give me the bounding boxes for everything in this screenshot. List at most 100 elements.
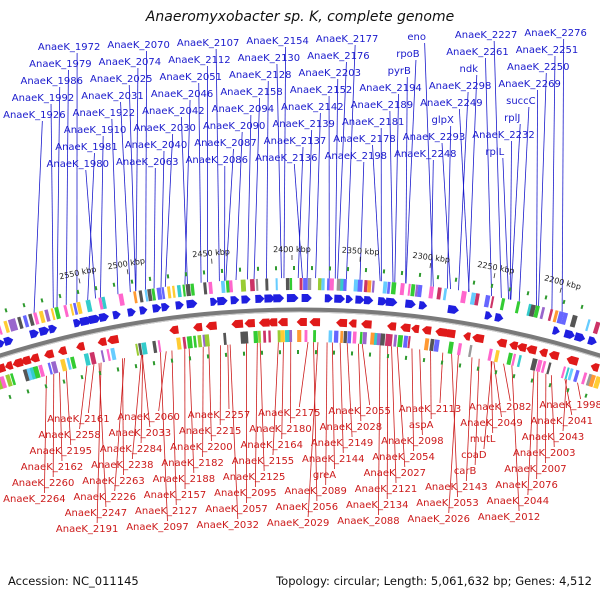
reverse-cds-block [456,342,463,356]
forward-gene-arrow [334,294,345,303]
label-leader [468,74,478,292]
gene-label: AnaeK_2125 [223,472,285,483]
forward-gene-arrow [72,318,82,328]
label-leader [254,342,258,488]
outer-tick-mark [580,304,584,310]
gene-label: AnaeK_2113 [399,404,461,415]
label-leader [85,169,96,299]
reverse-cds-block [70,356,77,370]
inner-tick-mark [80,374,84,380]
forward-cds-block [161,287,166,300]
gene-label: rplL [485,147,504,158]
label-leader [502,157,510,300]
gene-label: carB [454,466,477,477]
gene-label: AnaeK_2076 [495,480,557,491]
reverse-cds-block [197,335,203,348]
reverse-cds-block [66,357,72,370]
label-leader [100,135,104,298]
scale-mark: 2450 kbp [192,247,230,264]
label-leader [339,342,344,454]
gene-label: AnaeK_2040 [125,140,187,151]
outer-tick-mark [544,295,548,300]
label-leader [325,342,328,486]
reverse-gene-arrow [548,351,560,361]
forward-cds-block [228,280,234,293]
outer-tick-mark [112,282,116,287]
reverse-cds-block [47,362,53,375]
gene-label: AnaeK_2258 [38,430,100,441]
label-leader [153,167,156,289]
label-leader [266,80,269,279]
label-leader [59,372,63,462]
gene-label: AnaeK_2136 [255,153,317,164]
outer-tick-mark [508,287,512,292]
gene-label: aspA [409,420,434,431]
gene-label: AnaeK_2264 [3,494,65,505]
inner-tick-mark [242,351,246,356]
reverse-gene-arrow [463,332,471,341]
reverse-cds-block [546,362,552,375]
forward-cds-block [249,279,255,292]
forward-cds-block [98,297,104,310]
reverse-cds-block [22,368,31,382]
gene-label: AnaeK_2112 [168,55,230,66]
label-leader [446,125,452,289]
gene-label: AnaeK_1998 [539,400,600,411]
genome-backbone [0,307,600,359]
reverse-gene-arrow [277,318,288,327]
gene-label: AnaeK_2026 [408,514,470,525]
gene-label: glpX [432,115,454,126]
reverse-gene-arrow [517,343,528,353]
outer-tick-mark [328,266,332,271]
reverse-cds-block [564,367,570,380]
label-leader [56,86,61,308]
outer-tick-mark [202,270,206,275]
reverse-cds-block [402,335,409,348]
reverse-cds-block [304,330,308,343]
forward-cds-block [289,278,293,291]
inner-tick-mark [422,357,426,363]
reverse-cds-block [289,330,293,343]
gene-label: AnaeK_2082 [469,402,531,413]
scale-mark-label: 2250 kbp [477,260,516,276]
reverse-gene-arrow [472,333,485,344]
label-leader [378,345,381,516]
reverse-gene-arrow [421,326,432,335]
forward-gene-arrow [152,304,162,313]
label-leader [276,63,282,279]
forward-cds-block [329,278,335,291]
gene-label: rplJ [504,113,520,124]
label-leader [430,159,434,287]
reverse-cds-block [193,335,197,348]
label-leader [215,48,220,282]
label-leader [451,353,458,498]
label-leader [164,133,174,287]
forward-gene-arrow [216,296,228,306]
label-leader [509,140,512,300]
reverse-cds-block [588,374,596,388]
label-leader [536,89,538,306]
forward-cds-block [176,284,182,298]
forward-gene-arrow [363,296,374,305]
label-leader [485,57,492,296]
label-leader [202,346,204,458]
gene-label: AnaeK_2054 [372,452,434,463]
reverse-cds-block [223,332,227,345]
gene-label: AnaeK_2260 [12,478,74,489]
scale-mark-label: 2350 kbp [342,246,380,257]
label-leader [96,362,102,524]
forward-cds-block [182,284,186,297]
gene-label: AnaeK_2155 [232,456,294,467]
label-leader [160,352,168,522]
forward-gene-arrow [160,302,170,312]
forward-cds-block [340,278,344,291]
forward-gene-arrow [484,311,493,320]
reverse-gene-arrow [336,318,348,328]
gene-label: AnaeK_2158 [220,87,282,98]
forward-cds-block [416,284,423,298]
reverse-cds-block [83,353,91,366]
reverse-gene-arrow [296,317,307,327]
inner-tick-mark [152,361,156,366]
reverse-gene-arrow [400,323,411,333]
